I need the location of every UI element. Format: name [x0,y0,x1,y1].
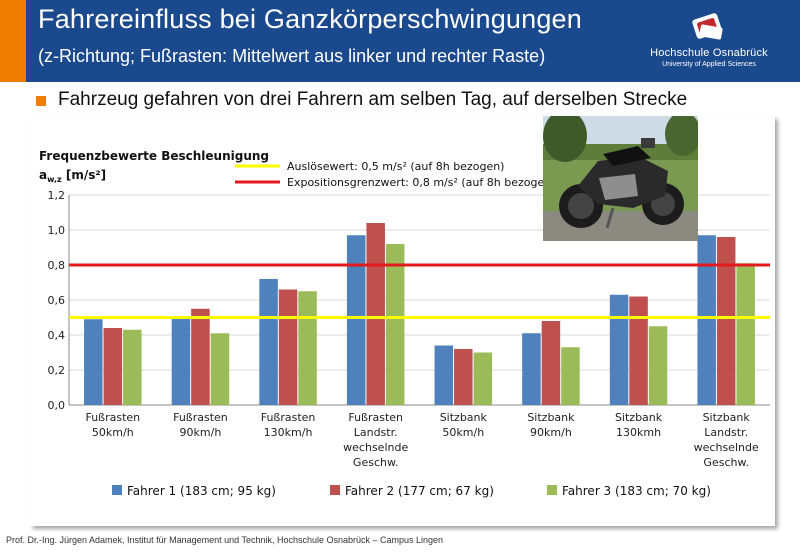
y-axis-unit: aw,z [m/s²] [39,168,106,184]
x-tick-label: wechselnde [343,441,408,454]
y-tick-label: 1,0 [48,224,66,237]
x-tick-label: 130kmh [616,426,661,439]
x-tick-label: Geschw. [353,456,399,469]
x-tick-label: Sitzbank [527,411,575,424]
x-tick-label: Fußrasten [173,411,228,424]
bar [366,223,385,405]
university-logo: Hochschule Osnabrück University of Appli… [624,12,794,72]
y-tick-label: 1,2 [48,189,66,202]
y-tick-label: 0,2 [48,364,66,377]
bar [541,321,561,405]
bar [210,333,230,405]
legend-label: Fahrer 3 (183 cm; 70 kg) [562,484,711,498]
bar [84,319,103,405]
legend-swatch [112,485,122,495]
bar [103,328,123,405]
x-tick-label: 90km/h [180,426,222,439]
y-tick-label: 0,8 [48,259,66,272]
header-bar [0,0,800,82]
legend-swatch [547,485,557,495]
x-tick-label: Sitzbank [440,411,488,424]
threshold-legend-label: Expositionsgrenzwert: 0,8 m/s² (auf 8h b… [287,176,556,189]
logo-name: Hochschule Osnabrück [650,47,768,59]
x-tick-label: Fußrasten [261,411,316,424]
bar [259,279,278,405]
bar [454,349,473,405]
x-tick-label: Sitzbank [615,411,663,424]
bar [385,244,405,405]
threshold-legend-label: Auslösewert: 0,5 m/s² (auf 8h bezogen) [287,160,504,173]
x-tick-label: Sitzbank [703,411,751,424]
bar [123,329,142,405]
bar [648,326,668,405]
bar [298,291,317,405]
y-tick-label: 0,6 [48,294,66,307]
bullet-marker [36,96,46,106]
bar [171,317,191,405]
x-tick-label: Geschw. [703,456,749,469]
y-axis-label: Frequenzbewerte Beschleunigung [39,149,269,163]
bar [697,235,716,405]
bar [522,333,541,405]
bar [473,352,493,405]
x-tick-label: wechselnde [694,441,759,454]
y-tick-label: 0,0 [48,399,66,412]
header-accent [0,0,26,82]
logo-icon [692,13,723,40]
x-tick-label: 90km/h [530,426,572,439]
x-tick-label: 50km/h [92,426,134,439]
bar [561,347,580,405]
bar [191,308,210,405]
page-subtitle: (z-Richtung; Fußrasten: Mittelwert aus l… [38,46,546,66]
x-tick-label: 50km/h [442,426,484,439]
x-tick-label: Fußrasten [348,411,403,424]
bar [434,345,454,405]
bar [278,289,298,405]
footer-text: Prof. Dr.-Ing. Jürgen Adamek, Institut f… [6,535,444,545]
x-tick-label: Landstr. [704,426,748,439]
x-tick-label: Landstr. [354,426,398,439]
bar [346,235,366,405]
legend-label: Fahrer 1 (183 cm; 95 kg) [127,484,276,498]
page-title: Fahrereinfluss bei Ganzkörperschwingunge… [38,4,582,34]
bar [629,296,648,405]
logo-tagline: University of Applied Sciences [662,61,756,68]
motorcycle-photo [543,116,698,241]
legend-label: Fahrer 2 (177 cm; 67 kg) [345,484,494,498]
x-tick-label: 130km/h [264,426,313,439]
legend-swatch [330,485,340,495]
y-tick-label: 0,4 [48,329,66,342]
bar [736,263,755,405]
bullet-text: Fahrzeug gefahren von drei Fahrern am se… [58,89,688,110]
bar-chart: 0,0 0,2 0,4 0,6 0,8 1,0 1,2 Frequenzbewerte Bes… [39,149,770,498]
x-tick-label: Fußrasten [85,411,140,424]
bar [716,237,736,405]
bar [609,294,629,405]
